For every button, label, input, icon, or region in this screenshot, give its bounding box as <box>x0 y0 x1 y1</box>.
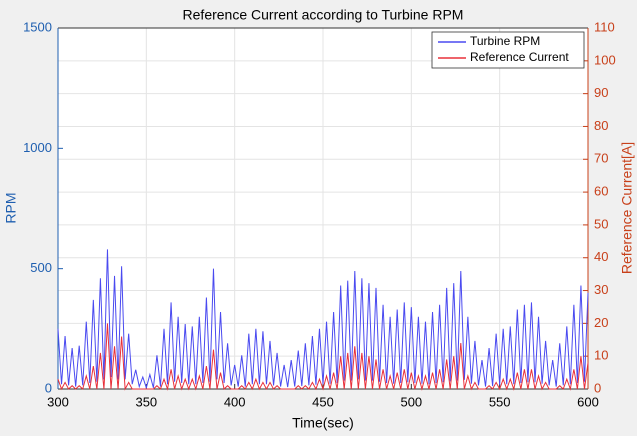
y2-tick-label: 90 <box>594 85 608 100</box>
chart-title: Reference Current according to Turbine R… <box>183 7 464 23</box>
y-tick-label: 500 <box>30 260 52 275</box>
y2-tick-label: 0 <box>594 380 601 395</box>
y-tick-label: 0 <box>45 380 52 395</box>
x-tick-label: 300 <box>47 394 69 409</box>
y2-tick-label: 40 <box>594 249 608 264</box>
x-tick-label: 350 <box>135 394 157 409</box>
x-tick-label: 600 <box>577 394 599 409</box>
y-axis-label: RPM <box>3 192 19 223</box>
x-tick-label: 400 <box>224 394 246 409</box>
y2-tick-label: 70 <box>594 151 608 166</box>
y2-tick-label: 60 <box>594 184 608 199</box>
y-tick-label: 1500 <box>23 19 52 34</box>
x-tick-label: 550 <box>489 394 511 409</box>
x-axis-label: Time(sec) <box>292 415 354 431</box>
y2-tick-label: 20 <box>594 315 608 330</box>
legend-label: Turbine RPM <box>470 34 540 48</box>
y2-tick-label: 110 <box>594 19 615 34</box>
data-line <box>57 249 589 390</box>
x-tick-label: 500 <box>400 394 422 409</box>
y2-tick-label: 80 <box>594 118 608 133</box>
y2-tick-label: 50 <box>594 216 608 231</box>
data-line <box>57 323 589 391</box>
y-tick-label: 1000 <box>23 140 52 155</box>
x-tick-label: 450 <box>312 394 334 409</box>
y2-tick-label: 30 <box>594 282 608 297</box>
y2-tick-label: 100 <box>594 52 616 67</box>
legend-box <box>431 31 585 69</box>
y2-axis-label: Reference Current[A] <box>619 142 635 274</box>
legend-label: Reference Current <box>470 50 569 64</box>
y2-tick-label: 10 <box>594 348 608 363</box>
